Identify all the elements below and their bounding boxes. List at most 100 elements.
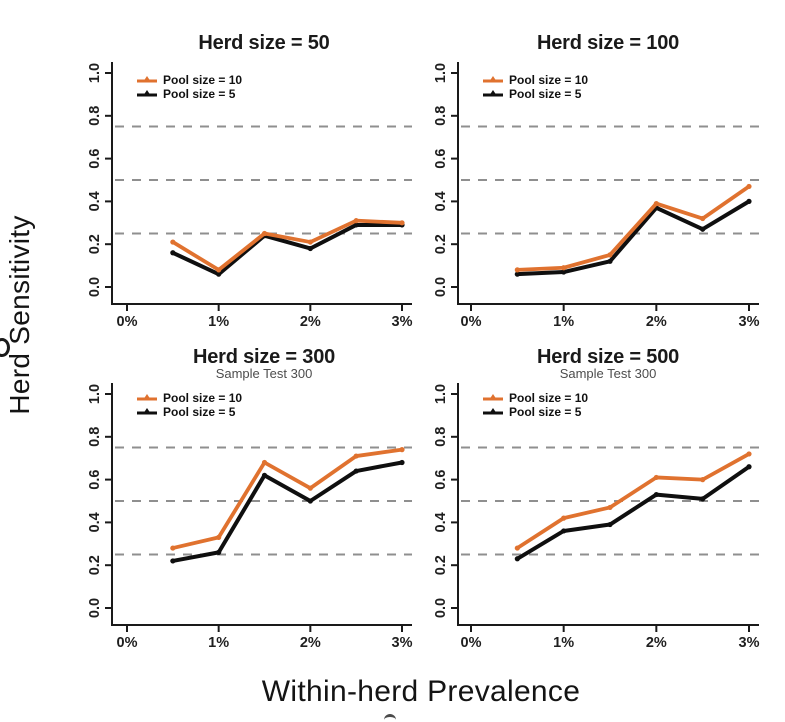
- x-tick-label: 0%: [461, 314, 482, 330]
- data-point-pool10: [261, 230, 268, 237]
- data-point-pool5: [653, 491, 659, 498]
- panel-plot-0: 0.0 0.2 0.4 0.6 0.8 1.0 0% 1% 2% 3%: [87, 62, 413, 330]
- data-point-pool5: [561, 528, 567, 534]
- legend-label-pool10: Pool size = 10: [509, 391, 589, 405]
- y-tick-label: 0.2: [433, 234, 449, 254]
- data-point-pool5: [261, 472, 268, 478]
- series-line-pool10: [515, 184, 751, 272]
- series-line-pool10: [170, 218, 404, 272]
- panel-title-herd-100: Herd size = 100: [536, 32, 680, 54]
- legend: Pool size = 10 Pool size = 5: [136, 391, 242, 419]
- y-tick-label: 0.8: [433, 427, 449, 447]
- y-axis-label: Herd Sensitivity: [4, 215, 35, 415]
- x-tick-label: 0%: [117, 314, 138, 330]
- data-point-pool10: [514, 267, 520, 273]
- data-point-pool10: [700, 477, 706, 483]
- cropped-glyph-fragment-bottom: [384, 714, 396, 722]
- legend: Pool size = 10 Pool size = 5: [482, 391, 588, 419]
- y-tick-label: 1.0: [87, 63, 103, 83]
- legend-label-pool5: Pool size = 5: [163, 405, 236, 419]
- legend-symbol-pool10-icon: [483, 76, 503, 83]
- y-tick-label: 0.4: [87, 191, 103, 211]
- data-point-pool5: [307, 245, 313, 252]
- legend-label-pool5: Pool size = 5: [509, 87, 582, 101]
- y-tick-label: 0.6: [87, 149, 103, 169]
- panel-subtitle-herd-300: Sample Test 300: [215, 366, 313, 381]
- x-tick-label: 2%: [300, 314, 321, 330]
- data-point-pool5: [514, 556, 520, 562]
- data-point-pool10: [261, 459, 268, 466]
- legend: Pool size = 10 Pool size = 5: [482, 73, 588, 101]
- legend: Pool size = 10 Pool size = 5: [136, 73, 242, 101]
- x-tick-label: 2%: [300, 635, 321, 651]
- data-point-pool5: [700, 226, 706, 232]
- data-point-pool10: [399, 220, 405, 226]
- data-point-pool5: [607, 521, 613, 528]
- data-point-pool10: [746, 451, 752, 457]
- legend-row-pool10: Pool size = 10: [482, 73, 588, 87]
- data-point-pool10: [514, 545, 520, 551]
- legend-label-pool10: Pool size = 10: [509, 73, 589, 87]
- y-tick-label: 0.6: [87, 470, 103, 490]
- x-axis-label: Within-herd Prevalence: [261, 675, 581, 708]
- data-point-pool10: [607, 252, 613, 258]
- panel-title-herd-300: Herd size = 300: [192, 346, 336, 368]
- y-tick-label: 0.6: [433, 470, 449, 490]
- data-point-pool10: [746, 183, 752, 190]
- y-tick-label: 0.2: [433, 555, 449, 575]
- legend-symbol-pool10-icon: [483, 394, 503, 401]
- x-tick-label: 3%: [739, 635, 760, 651]
- x-tick-label: 3%: [392, 635, 413, 651]
- data-point-pool5: [170, 558, 176, 564]
- y-tick-label: 0.0: [433, 277, 449, 297]
- legend-row-pool5: Pool size = 5: [136, 87, 242, 101]
- data-point-pool5: [746, 198, 752, 204]
- x-tick-label: 3%: [392, 314, 413, 330]
- legend-symbol-pool5-icon: [137, 408, 157, 415]
- data-point-pool5: [353, 468, 359, 474]
- legend-row-pool10: Pool size = 10: [136, 73, 242, 87]
- x-tick-label: 1%: [208, 635, 229, 651]
- series-line-pool10: [515, 452, 751, 550]
- data-point-pool5: [216, 549, 222, 555]
- y-tick-label: 1.0: [87, 384, 103, 404]
- data-point-pool10: [607, 504, 613, 511]
- x-tick-label: 1%: [553, 314, 574, 330]
- y-tick-label: 0.0: [433, 598, 449, 618]
- data-point-pool10: [653, 474, 659, 481]
- data-point-pool10: [353, 218, 359, 224]
- y-tick-label: 0.8: [87, 427, 103, 447]
- panel-plot-1: 0.0 0.2 0.4 0.6 0.8 1.0 0% 1% 2% 3%: [433, 62, 760, 330]
- y-tick-label: 0.4: [433, 191, 449, 211]
- series-line-pool10: [170, 447, 404, 550]
- data-point-pool10: [170, 239, 176, 245]
- y-tick-label: 0.8: [433, 106, 449, 126]
- x-tick-label: 0%: [461, 635, 482, 651]
- panel-title-herd-50: Herd size = 50: [198, 32, 330, 54]
- y-tick-label: 0.8: [87, 106, 103, 126]
- data-point-pool5: [399, 459, 405, 466]
- data-point-pool5: [700, 496, 706, 502]
- y-tick-label: 0.2: [87, 555, 103, 575]
- legend-row-pool5: Pool size = 5: [482, 405, 588, 419]
- data-point-pool5: [746, 464, 752, 470]
- data-point-pool10: [653, 200, 659, 207]
- legend-row-pool5: Pool size = 5: [482, 87, 588, 101]
- legend-label-pool5: Pool size = 5: [163, 87, 236, 101]
- legend-symbol-pool5-icon: [483, 408, 503, 415]
- data-point-pool5: [170, 250, 176, 256]
- data-point-pool5: [307, 498, 313, 504]
- panel-plot-3: 0.0 0.2 0.4 0.6 0.8 1.0 0% 1% 2% 3%: [433, 383, 760, 651]
- panel-title-herd-500: Herd size = 500: [536, 346, 680, 368]
- x-tick-label: 2%: [646, 635, 667, 651]
- y-tick-label: 0.4: [87, 512, 103, 532]
- data-point-pool10: [216, 534, 222, 540]
- series-line-pool5: [170, 222, 404, 277]
- legend-label-pool10: Pool size = 10: [163, 73, 243, 87]
- data-point-pool10: [353, 453, 359, 459]
- data-point-pool10: [561, 265, 567, 271]
- data-point-pool5: [514, 271, 520, 277]
- legend-label-pool10: Pool size = 10: [163, 391, 243, 405]
